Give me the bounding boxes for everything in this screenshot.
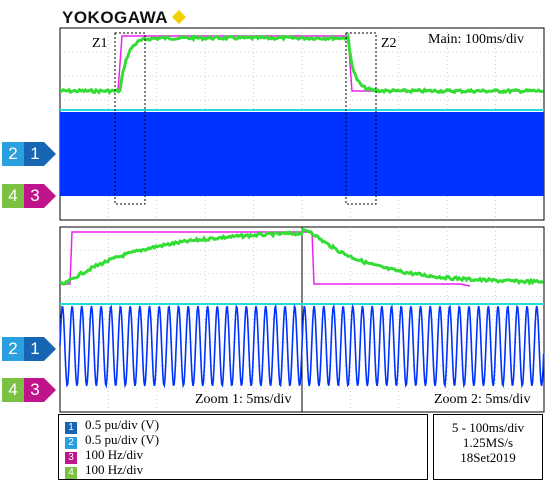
zoom-panel bbox=[59, 226, 545, 413]
marker-arrow-icon bbox=[2, 378, 56, 402]
main-timebase-label: Main: 100ms/div bbox=[428, 32, 525, 47]
channel-4-tag: 4 bbox=[8, 186, 18, 205]
ch3-swatch: 3 bbox=[65, 452, 77, 464]
main-panel bbox=[59, 27, 545, 221]
ch1-scale: 0.5 pu/div (V) bbox=[85, 417, 160, 432]
marker-arrow-icon bbox=[2, 142, 56, 166]
brand-diamond-icon bbox=[172, 10, 186, 24]
channel-2-tag: 2 bbox=[8, 339, 18, 358]
channel-marker-main-1-2[interactable]: 2 1 bbox=[2, 142, 58, 166]
zoom2-marker-label: Z2 bbox=[381, 36, 397, 51]
ch2-scale: 0.5 pu/div (V) bbox=[85, 432, 160, 447]
channel-3-tag: 3 bbox=[30, 186, 40, 205]
ch4-main-trace bbox=[59, 32, 544, 96]
ch1-zoom-trace bbox=[59, 303, 545, 389]
legend-row-ch2: 2 0.5 pu/div (V) bbox=[65, 432, 160, 449]
legend-row-ch4: 4 100 Hz/div bbox=[65, 462, 144, 479]
zoom1-window bbox=[114, 32, 146, 205]
ch4-swatch: 4 bbox=[65, 467, 77, 479]
ch1-main-envelope bbox=[60, 112, 544, 196]
legend-row-ch3: 3 100 Hz/div bbox=[65, 447, 144, 464]
timebase-setting: 5 - 100ms/div bbox=[451, 420, 525, 435]
legend-row-ch1: 1 0.5 pu/div (V) bbox=[65, 417, 160, 434]
ch4-zoom-trace bbox=[59, 227, 545, 286]
channel-4-tag: 4 bbox=[8, 380, 18, 399]
ch2-swatch: 2 bbox=[65, 437, 77, 449]
channel-1-tag: 1 bbox=[30, 144, 40, 163]
channel-1-tag: 1 bbox=[30, 339, 40, 358]
zoom1-timebase-label: Zoom 1: 5ms/div bbox=[193, 392, 294, 408]
marker-arrow-icon bbox=[2, 337, 56, 361]
brand-logo: YOKOGAWA bbox=[62, 8, 169, 27]
acquisition-info: 5 - 100ms/div 1.25MS/s 18Set2019 bbox=[433, 414, 543, 480]
zoom1-marker-label: Z1 bbox=[92, 36, 108, 51]
zoom2-timebase-label: Zoom 2: 5ms/div bbox=[432, 392, 533, 408]
channel-legend: 1 0.5 pu/div (V) 2 0.5 pu/div (V) 3 100 Hz/… bbox=[58, 414, 428, 480]
ch4-scale: 100 Hz/div bbox=[85, 462, 144, 477]
capture-date: 18Set2019 bbox=[460, 450, 516, 465]
marker-arrow-icon bbox=[2, 184, 56, 208]
zoom2-window bbox=[345, 32, 377, 205]
ch1-swatch: 1 bbox=[65, 422, 77, 434]
channel-marker-zoom-4-3[interactable]: 4 3 bbox=[2, 378, 58, 402]
channel-marker-main-4-3[interactable]: 4 3 bbox=[2, 184, 58, 208]
channel-2-tag: 2 bbox=[8, 144, 18, 163]
ch3-scale: 100 Hz/div bbox=[85, 447, 144, 462]
channel-marker-zoom-1-2[interactable]: 2 1 bbox=[2, 337, 58, 361]
channel-3-tag: 3 bbox=[30, 380, 40, 399]
sample-rate: 1.25MS/s bbox=[462, 435, 514, 450]
